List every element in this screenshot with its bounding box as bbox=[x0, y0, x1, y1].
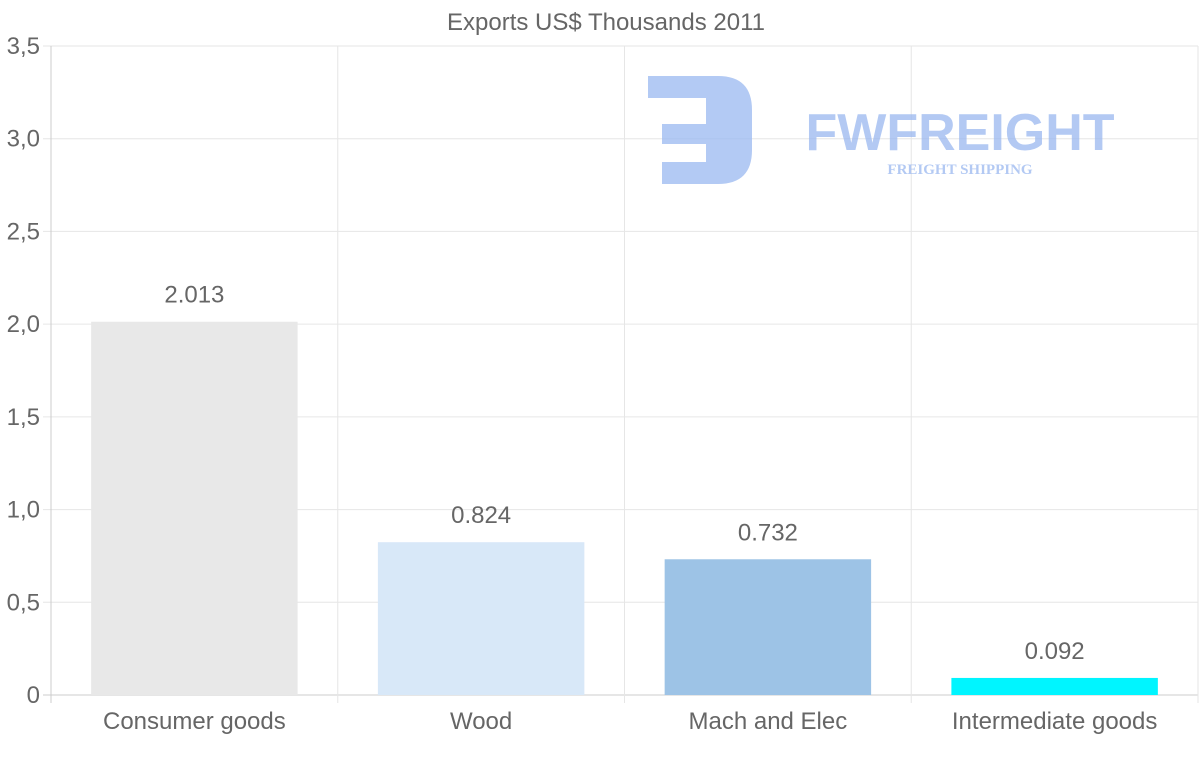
bar bbox=[377, 542, 585, 695]
y-tick-label: 2,0 bbox=[7, 311, 40, 338]
x-tick-label: Intermediate goods bbox=[952, 708, 1157, 735]
x-tick-label: Consumer goods bbox=[103, 708, 286, 735]
data-label: 2.013 bbox=[164, 282, 224, 309]
data-label: 0.092 bbox=[1025, 638, 1085, 665]
y-tick-label: 3,0 bbox=[7, 126, 40, 153]
x-tick-label: Wood bbox=[450, 708, 512, 735]
y-tick-label: 1,5 bbox=[7, 404, 40, 431]
y-tick-label: 0 bbox=[27, 682, 40, 709]
bar-series: 2.013 0.824 0.732 0.092 bbox=[91, 282, 1158, 695]
bar bbox=[91, 321, 298, 695]
y-tick-label: 2,5 bbox=[7, 218, 40, 245]
chart-title: Exports US$ Thousands 2011 bbox=[447, 9, 765, 36]
x-tick-label: Mach and Elec bbox=[688, 708, 847, 735]
fwfreight-logo-icon bbox=[648, 76, 752, 184]
y-tick-label: 0,5 bbox=[7, 589, 40, 616]
data-label: 0.732 bbox=[738, 519, 798, 546]
fwfreight-watermark: FWFREIGHT FREIGHT SHIPPING bbox=[648, 76, 1115, 184]
y-tick-label: 1,0 bbox=[7, 497, 40, 524]
y-axis: 0 0,5 1,0 1,5 2,0 2,5 3,0 3,5 bbox=[7, 33, 40, 709]
data-label: 0.824 bbox=[451, 502, 511, 529]
watermark-brand: FWFREIGHT bbox=[805, 104, 1114, 162]
x-axis: Consumer goods Wood Mach and Elec Intermedi… bbox=[103, 708, 1157, 735]
bar bbox=[664, 559, 872, 695]
watermark-tagline: FREIGHT SHIPPING bbox=[887, 162, 1032, 178]
y-tick-label: 3,5 bbox=[7, 33, 40, 60]
bar bbox=[951, 677, 1158, 695]
